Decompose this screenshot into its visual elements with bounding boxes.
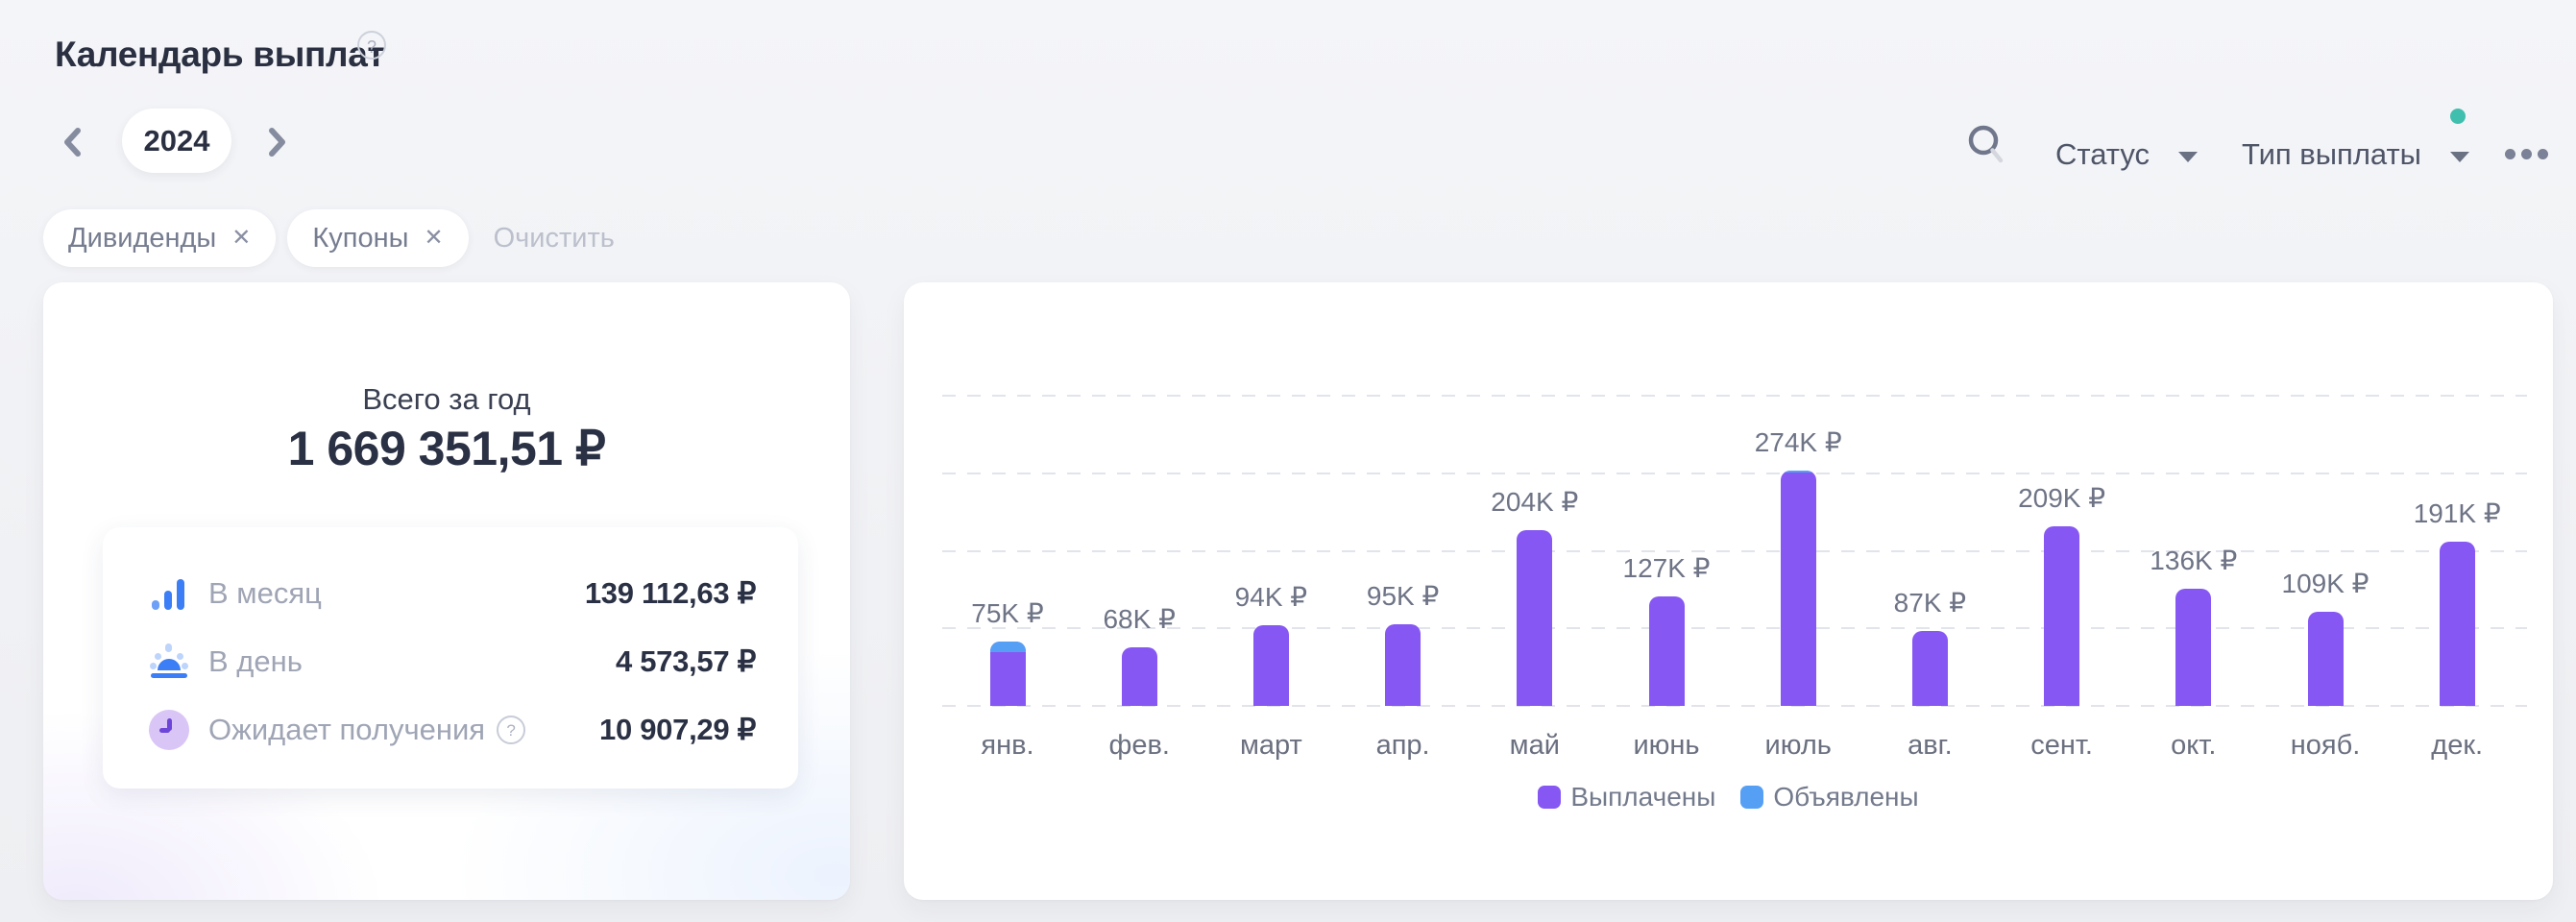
bar-дек.[interactable] [2439,542,2475,706]
chevron-right-icon [265,126,288,158]
legend-label: Объявлены [1773,782,1919,812]
more-menu-button[interactable] [2497,133,2555,175]
chart-gridline [942,705,2527,707]
month-axis-label: июнь [1633,730,1700,761]
summary-card: Всего за год 1 669 351,51 ₽ В месяц 139 … [43,282,850,900]
active-filter-chips: Дивиденды ✕ Купоны ✕ Очистить [43,209,615,267]
filter-chip-dividends[interactable]: Дивиденды ✕ [43,209,277,267]
page-title: Календарь выплат [55,35,385,74]
legend-item-Объявлены[interactable]: Объявлены [1740,782,1919,813]
bar-июнь[interactable] [1648,596,1685,706]
bar-май[interactable] [1517,530,1553,706]
stat-label: В день [208,643,303,678]
legend-item-Выплачены[interactable]: Выплачены [1538,782,1715,813]
active-filter-indicator-dot [2450,109,2466,124]
prev-year-button[interactable] [52,121,94,163]
bar-announced-segment [989,642,1026,652]
bar-value-label: 87K ₽ [1893,588,1967,618]
status-filter-label: Статус [2055,137,2150,171]
legend-label: Выплачены [1570,782,1716,812]
month-axis-label: июль [1764,730,1832,761]
summary-total-value: 1 669 351,51 ₽ [287,422,606,475]
month-axis-label: май [1509,730,1560,761]
payout-type-filter-label: Тип выплаты [2242,137,2421,171]
payout-chart-card: 75K ₽ янв. 68K ₽ фев. 94K ₽ март 95K ₽ апр. 204K… [904,282,2553,900]
legend-swatch [1538,786,1562,809]
bar-авг.[interactable] [1911,631,1948,706]
search-icon [1963,123,2009,173]
bar-announced-segment [1780,471,1816,473]
bar-апр.[interactable] [1385,624,1422,706]
filter-chip-coupons[interactable]: Купоны ✕ [287,209,469,267]
bar-окт.[interactable] [2175,589,2212,706]
legend-swatch [1740,786,1764,809]
stat-value: 139 112,63 ₽ [584,575,756,610]
chart-gridline [942,473,2527,474]
chart-legend: Выплачены Объявлены [904,782,2553,813]
month-axis-label: сент. [2030,730,2093,761]
month-axis-label: апр. [1375,730,1430,761]
month-axis-label: авг. [1908,730,1953,761]
bar-value-label: 127K ₽ [1622,553,1711,583]
stat-label: Ожидает получения ? [208,713,526,747]
bar-сент.[interactable] [2044,526,2080,706]
bar-value-label: 94K ₽ [1234,582,1308,612]
bar-value-label: 95K ₽ [1366,581,1440,611]
bar-июль[interactable] [1780,471,1816,706]
bar-value-label: 209K ₽ [2018,483,2106,513]
stat-row-per-day: В день 4 573,57 ₽ [149,627,756,695]
chevron-down-icon [2178,151,2198,162]
stat-row-pending: Ожидает получения ? 10 907,29 ₽ [149,695,756,764]
chart-gridline [942,395,2527,397]
bar-value-label: 136K ₽ [2150,546,2238,575]
bar-нояб.[interactable] [2307,612,2344,706]
next-year-button[interactable] [255,121,298,163]
bar-фев.[interactable] [1121,647,1157,706]
summary-title: Всего за год [362,382,531,416]
stat-value: 10 907,29 ₽ [599,712,756,746]
chip-label: Дивиденды [68,222,217,254]
bar-янв.[interactable] [989,642,1026,706]
status-filter-dropdown[interactable]: Статус [2055,137,2198,172]
year-selector[interactable]: 2024 [122,109,231,173]
bar-март[interactable] [1252,625,1289,706]
stat-row-per-month: В месяц 139 112,63 ₽ [149,559,756,627]
month-axis-label: март [1239,730,1302,761]
month-axis-label: фев. [1108,730,1170,761]
stat-label: В месяц [208,575,322,610]
stat-value: 4 573,57 ₽ [615,643,756,678]
bar-value-label: 75K ₽ [971,598,1044,628]
bar-value-label: 109K ₽ [2281,569,2369,598]
ellipsis-icon [2504,148,2548,159]
month-axis-label: окт. [2171,730,2217,761]
close-icon[interactable]: ✕ [231,225,252,251]
bar-chart-icon [149,573,189,614]
chip-label: Купоны [312,222,409,254]
month-axis-label: нояб. [2290,730,2361,761]
bar-value-label: 274K ₽ [1754,427,1842,457]
pending-help-icon[interactable]: ? [497,715,526,744]
bar-value-label: 68K ₽ [1103,604,1176,634]
clock-icon [149,709,189,750]
sunrise-icon [149,642,189,682]
month-axis-label: дек. [2431,730,2484,761]
year-label: 2024 [143,123,210,158]
bar-value-label: 204K ₽ [1491,487,1579,517]
summary-stats-card: В месяц 139 112,63 ₽ В день 4 573,57 ₽ О… [103,527,798,789]
chevron-left-icon [61,126,85,158]
chart-gridline [942,550,2527,552]
close-icon[interactable]: ✕ [424,225,444,251]
title-help-icon[interactable]: ? [357,31,386,60]
bar-value-label: 191K ₽ [2413,498,2501,528]
payout-type-filter-dropdown[interactable]: Тип выплаты [2242,137,2469,172]
clear-filters-button[interactable]: Очистить [493,222,615,254]
month-axis-label: янв. [981,730,1034,761]
search-button[interactable] [1959,121,2013,175]
chevron-down-icon [2449,151,2469,162]
chart-gridline [942,627,2527,629]
